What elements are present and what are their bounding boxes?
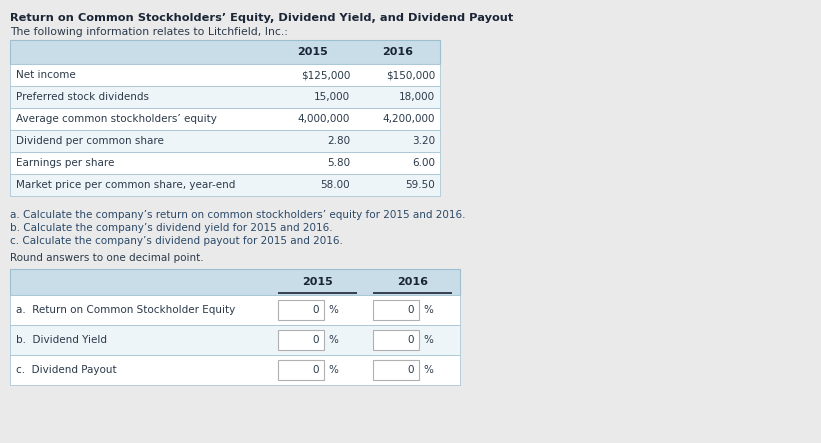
Text: %: % bbox=[328, 365, 338, 375]
Text: c.  Dividend Payout: c. Dividend Payout bbox=[16, 365, 117, 375]
Text: 2016: 2016 bbox=[397, 277, 428, 287]
Text: c. Calculate the company’s dividend payout for 2015 and 2016.: c. Calculate the company’s dividend payo… bbox=[10, 236, 343, 246]
Text: 2015: 2015 bbox=[297, 47, 328, 57]
Bar bbox=[10, 325, 460, 355]
Text: a. Calculate the company’s return on common stockholders’ equity for 2015 and 20: a. Calculate the company’s return on com… bbox=[10, 210, 466, 220]
Bar bbox=[10, 152, 440, 174]
Bar bbox=[10, 64, 440, 86]
Bar bbox=[373, 300, 419, 320]
Text: 0: 0 bbox=[407, 335, 414, 345]
Text: 2.80: 2.80 bbox=[327, 136, 350, 146]
Text: %: % bbox=[328, 335, 338, 345]
Text: 59.50: 59.50 bbox=[406, 180, 435, 190]
Bar bbox=[10, 174, 440, 196]
Bar bbox=[10, 269, 460, 295]
Bar bbox=[10, 86, 440, 108]
Text: 58.00: 58.00 bbox=[320, 180, 350, 190]
Bar bbox=[373, 360, 419, 380]
Bar bbox=[10, 40, 440, 64]
Text: Return on Common Stockholders’ Equity, Dividend Yield, and Dividend Payout: Return on Common Stockholders’ Equity, D… bbox=[10, 13, 513, 23]
Text: %: % bbox=[423, 335, 433, 345]
Bar bbox=[278, 360, 324, 380]
Text: 6.00: 6.00 bbox=[412, 158, 435, 168]
Text: 0: 0 bbox=[313, 335, 319, 345]
Bar bbox=[10, 355, 460, 385]
Text: Preferred stock dividends: Preferred stock dividends bbox=[16, 92, 149, 102]
Text: b. Calculate the company’s dividend yield for 2015 and 2016.: b. Calculate the company’s dividend yiel… bbox=[10, 223, 333, 233]
Text: a.  Return on Common Stockholder Equity: a. Return on Common Stockholder Equity bbox=[16, 305, 236, 315]
Text: Net income: Net income bbox=[16, 70, 76, 80]
Text: $125,000: $125,000 bbox=[300, 70, 350, 80]
Text: Round answers to one decimal point.: Round answers to one decimal point. bbox=[10, 253, 204, 263]
Text: 18,000: 18,000 bbox=[399, 92, 435, 102]
Text: 0: 0 bbox=[313, 305, 319, 315]
Text: 4,000,000: 4,000,000 bbox=[298, 114, 350, 124]
Text: $150,000: $150,000 bbox=[386, 70, 435, 80]
Text: 2016: 2016 bbox=[382, 47, 413, 57]
Text: 0: 0 bbox=[407, 305, 414, 315]
Bar bbox=[10, 295, 460, 325]
Text: Average common stockholders’ equity: Average common stockholders’ equity bbox=[16, 114, 217, 124]
Text: Earnings per share: Earnings per share bbox=[16, 158, 114, 168]
Bar bbox=[278, 330, 324, 350]
Text: %: % bbox=[328, 305, 338, 315]
Text: %: % bbox=[423, 365, 433, 375]
Text: 2015: 2015 bbox=[302, 277, 333, 287]
Text: %: % bbox=[423, 305, 433, 315]
Bar bbox=[373, 330, 419, 350]
Text: 15,000: 15,000 bbox=[314, 92, 350, 102]
Text: 5.80: 5.80 bbox=[327, 158, 350, 168]
Text: 3.20: 3.20 bbox=[412, 136, 435, 146]
Text: The following information relates to Litchfield, Inc.:: The following information relates to Lit… bbox=[10, 27, 288, 37]
Bar bbox=[278, 300, 324, 320]
Text: 0: 0 bbox=[313, 365, 319, 375]
Text: b.  Dividend Yield: b. Dividend Yield bbox=[16, 335, 107, 345]
Text: 4,200,000: 4,200,000 bbox=[383, 114, 435, 124]
Bar bbox=[10, 108, 440, 130]
Text: Market price per common share, year-end: Market price per common share, year-end bbox=[16, 180, 236, 190]
Text: Dividend per common share: Dividend per common share bbox=[16, 136, 164, 146]
Bar bbox=[10, 130, 440, 152]
Text: 0: 0 bbox=[407, 365, 414, 375]
